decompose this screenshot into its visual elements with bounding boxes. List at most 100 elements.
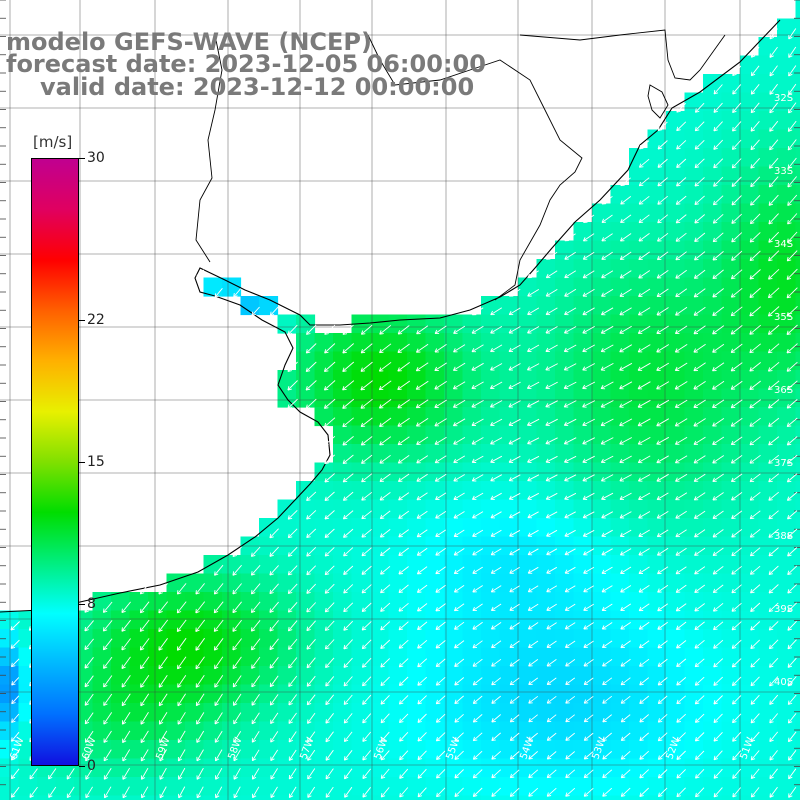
wind-arrow — [84, 638, 94, 651]
wind-arrow — [195, 619, 206, 633]
wind-speed-cell — [444, 333, 464, 353]
wind-speed-cell — [795, 148, 800, 168]
wind-arrow — [732, 84, 742, 95]
wind-arrow — [675, 492, 688, 501]
wind-arrow — [750, 46, 760, 58]
wind-speed-cell — [240, 795, 260, 800]
wind-speed-cell — [481, 758, 501, 778]
wind-arrow — [342, 454, 354, 464]
wind-arrow — [121, 675, 131, 688]
wind-speed-cell — [758, 499, 778, 519]
wind-speed-cell — [388, 684, 408, 704]
wind-speed-cell — [573, 629, 593, 649]
wind-speed-cell — [0, 721, 20, 741]
wind-arrow — [565, 659, 576, 667]
wind-speed-cell — [222, 592, 242, 612]
wind-speed-cell — [647, 444, 667, 464]
wind-arrow — [749, 287, 761, 298]
wind-speed-cell — [407, 666, 427, 686]
wind-speed-cell — [166, 758, 186, 778]
wind-arrow — [750, 750, 760, 761]
wind-speed-cell — [740, 481, 760, 501]
wind-arrow — [307, 749, 316, 761]
wind-speed-cell — [629, 795, 649, 800]
wind-speed-cell — [296, 573, 316, 593]
wind-speed-cell — [444, 499, 464, 519]
wind-speed-cell — [703, 129, 723, 149]
wind-speed-cell — [740, 185, 760, 205]
wind-speed-cell — [462, 333, 482, 353]
wind-speed-cell — [499, 592, 519, 612]
wind-arrow — [695, 750, 705, 761]
wind-arrow — [694, 713, 705, 723]
wind-arrow — [397, 325, 410, 335]
wind-arrow — [269, 565, 279, 576]
wind-arrow — [158, 583, 168, 595]
wind-speed-cell — [684, 518, 704, 538]
wind-arrow — [713, 787, 723, 798]
wind-speed-cell — [425, 444, 445, 464]
wind-speed-cell — [592, 296, 612, 316]
wind-speed-cell — [351, 333, 371, 353]
wind-speed-cell — [795, 111, 800, 131]
wind-speed-cell — [684, 740, 704, 760]
wind-speed-cell — [129, 740, 149, 760]
wind-speed-cell — [370, 333, 390, 353]
wind-speed-cell — [462, 388, 482, 408]
wind-speed-cell — [388, 629, 408, 649]
wind-speed-cell — [407, 388, 427, 408]
wind-arrow — [693, 455, 706, 464]
wind-arrow — [269, 675, 279, 688]
wind-arrow — [786, 417, 798, 427]
wind-speed-cell — [666, 407, 686, 427]
wind-speed-cell — [314, 370, 334, 390]
wind-arrow — [713, 158, 724, 169]
wind-arrow — [712, 436, 725, 445]
wind-arrow — [656, 492, 669, 501]
wind-arrow — [361, 565, 372, 575]
wind-arrow — [288, 694, 297, 706]
wind-arrow — [270, 731, 279, 743]
wind-speed-cell — [684, 277, 704, 297]
wind-speed-cell — [573, 481, 593, 501]
wind-speed-cell — [647, 314, 667, 334]
wind-speed-cell — [573, 296, 593, 316]
wind-arrow — [159, 786, 167, 799]
wind-arrow — [768, 547, 779, 557]
wind-arrow — [676, 750, 686, 760]
wind-arrow — [509, 511, 521, 519]
wind-speed-cell — [592, 647, 612, 667]
wind-arrow — [11, 695, 20, 705]
wind-speed-cell — [555, 721, 575, 741]
wind-speed-cell — [166, 629, 186, 649]
wind-arrow — [325, 713, 334, 724]
wind-speed-cell — [388, 481, 408, 501]
wind-arrow — [232, 675, 242, 688]
wind-speed-cell — [499, 777, 519, 797]
wind-arrow — [546, 548, 558, 556]
wind-arrow — [343, 694, 353, 705]
wind-speed-cell — [721, 666, 741, 686]
wind-arrow — [620, 658, 631, 667]
wind-speed-cell — [296, 629, 316, 649]
wind-arrow — [509, 695, 520, 704]
wind-speed-cell — [166, 610, 186, 630]
wind-speed-cell — [758, 444, 778, 464]
wind-arrow — [730, 399, 743, 409]
wind-speed-cell — [684, 555, 704, 575]
wind-arrow — [693, 325, 706, 335]
wind-speed-cell — [795, 240, 800, 260]
wind-speed-cell — [462, 573, 482, 593]
wind-arrow — [397, 417, 410, 427]
wind-arrow — [712, 547, 724, 556]
wind-speed-cell — [388, 758, 408, 778]
wind-speed-cell — [592, 388, 612, 408]
wind-speed-cell — [555, 277, 575, 297]
wind-speed-cell — [795, 758, 800, 778]
wind-arrow — [749, 454, 761, 464]
wind-arrow — [638, 195, 650, 205]
colorbar-tick-mark — [79, 158, 85, 159]
wind-speed-cell — [721, 222, 741, 242]
wind-speed-cell — [333, 351, 353, 371]
